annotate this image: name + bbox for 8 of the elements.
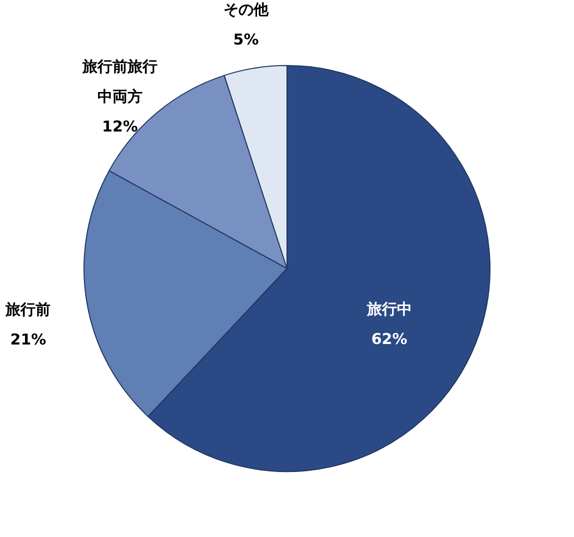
- slice-label: 旅行中: [366, 300, 412, 318]
- data-label: 62%: [371, 330, 408, 348]
- slice-label: 旅行前: [4, 300, 51, 318]
- data-label: 21%: [10, 330, 46, 348]
- data-label: 12%: [102, 118, 138, 136]
- data-label: 5%: [233, 30, 259, 49]
- slice-label: その他: [224, 0, 270, 19]
- slice-label: 旅行前旅行中両方: [81, 58, 158, 106]
